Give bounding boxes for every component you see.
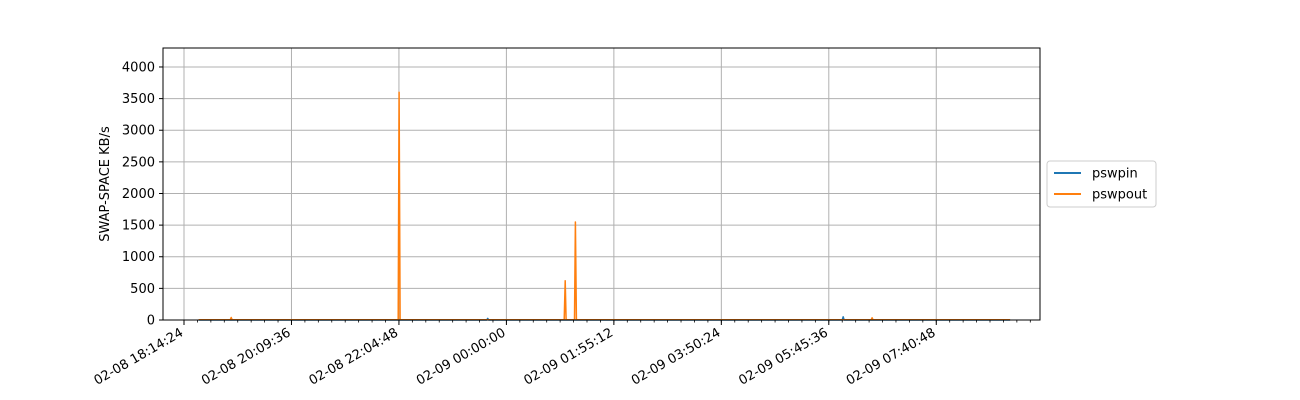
x-tick-label: 02-08 20:09:36 bbox=[199, 325, 293, 388]
x-tick-label: 02-09 03:50:24 bbox=[629, 325, 723, 388]
series-lines bbox=[198, 91, 1011, 321]
x-tick-label: 02-09 00:00:00 bbox=[414, 325, 508, 388]
plot-frame bbox=[162, 47, 1041, 321]
grid bbox=[163, 48, 1040, 321]
y-tick-label: 2500 bbox=[122, 155, 155, 170]
series-line-pswpout bbox=[198, 91, 1011, 321]
x-tick-label: 02-09 07:40:48 bbox=[844, 325, 938, 388]
y-tick-label: 4000 bbox=[122, 60, 155, 75]
y-tick-label: 1000 bbox=[122, 250, 155, 265]
legend-label-pswpin: pswpin bbox=[1092, 167, 1138, 182]
axis-ticks: 0 500 1000 1500 2000 2500 3000 3500 4000 02-08 18… bbox=[92, 60, 1031, 389]
y-tick-label: 1500 bbox=[122, 219, 155, 234]
legend-label-pswpout: pswpout bbox=[1092, 188, 1147, 203]
x-tick-label: 02-09 05:45:36 bbox=[736, 325, 830, 388]
y-axis-label: SWAP-SPACE KB/s bbox=[98, 126, 113, 242]
y-tick-label: 3000 bbox=[122, 124, 155, 139]
legend: pswpin pswpout bbox=[1046, 160, 1157, 208]
x-tick-label: 02-08 22:04:48 bbox=[307, 325, 401, 388]
y-tick-label: 0 bbox=[147, 314, 155, 329]
y-tick-label: 2000 bbox=[122, 187, 155, 202]
x-tick-label: 02-08 18:14:24 bbox=[92, 325, 186, 388]
y-tick-label: 500 bbox=[130, 282, 155, 297]
y-tick-label: 3500 bbox=[122, 92, 155, 107]
x-tick-label: 02-09 01:55:12 bbox=[522, 325, 616, 388]
